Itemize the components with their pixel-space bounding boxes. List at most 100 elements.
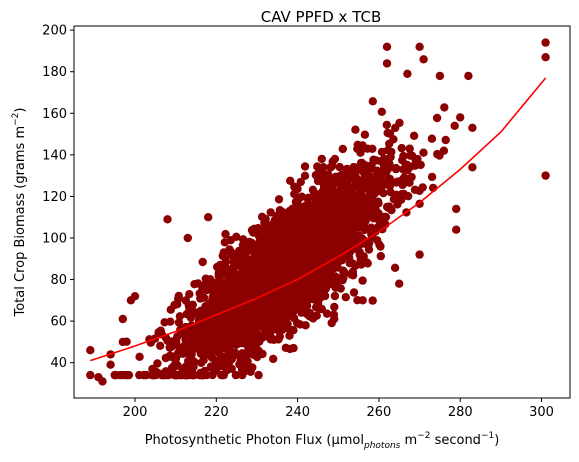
scatter-point: [299, 208, 308, 217]
scatter-point: [337, 185, 346, 194]
scatter-point: [319, 251, 329, 260]
scatter-point: [265, 249, 274, 258]
scatter-point: [348, 214, 357, 223]
scatter-point: [301, 321, 310, 330]
scatter-point: [541, 38, 550, 47]
plot-frame: [73, 25, 571, 399]
scatter-point: [391, 164, 401, 174]
scatter-point: [450, 121, 459, 130]
scatter-point: [321, 284, 330, 294]
y-tick-label: 60: [50, 315, 67, 330]
scatter-point: [296, 177, 305, 187]
scatter-point: [304, 193, 313, 202]
scatter-point: [278, 300, 287, 309]
scatter-point: [196, 349, 206, 359]
scatter-point: [234, 248, 243, 257]
scatter-point: [303, 310, 313, 319]
scatter-point: [218, 326, 227, 336]
scatter-point: [220, 238, 229, 247]
x-tick-label: 240: [285, 405, 310, 420]
scatter-point: [334, 274, 344, 284]
scatter-point: [392, 190, 401, 199]
scatter-point: [200, 306, 209, 315]
scatter-point: [367, 226, 377, 235]
scatter-point: [260, 258, 269, 268]
scatter-point: [173, 361, 182, 370]
x-axis-label-suffix: ): [494, 433, 499, 448]
scatter-point: [217, 361, 226, 371]
scatter-point: [153, 359, 162, 368]
scatter-point: [329, 261, 338, 271]
scatter-point: [399, 151, 408, 161]
scatter-point: [284, 264, 293, 273]
scatter-point: [235, 360, 244, 369]
scatter-point: [254, 244, 264, 254]
scatter-point: [393, 200, 402, 209]
scatter-point: [415, 250, 424, 259]
scatter-point: [185, 358, 195, 367]
scatter-point: [261, 320, 271, 329]
scatter-point: [222, 355, 231, 364]
scatter-point: [330, 302, 339, 312]
scatter-point: [217, 286, 226, 295]
scatter-point: [300, 162, 310, 171]
scatter-point: [368, 296, 377, 305]
scatter-point: [86, 370, 95, 380]
scatter-point: [200, 328, 209, 338]
scatter-point: [433, 149, 442, 159]
scatter-point: [427, 134, 437, 143]
x-axis-label-prefix: Photosynthetic Photon Flux (μmol: [145, 433, 364, 448]
scatter-point: [188, 300, 197, 309]
scatter-point: [174, 318, 184, 327]
scatter-point: [300, 238, 309, 248]
scatter-point: [190, 340, 200, 349]
scatter-point: [226, 297, 235, 307]
scatter-point: [267, 258, 276, 268]
scatter-point: [206, 275, 215, 284]
scatter-point: [323, 244, 333, 253]
scatter-point: [179, 349, 188, 358]
scatter-point: [308, 185, 318, 194]
scatter-point: [280, 243, 289, 252]
scatter-point: [271, 265, 280, 274]
scatter-point: [232, 232, 241, 241]
scatter-point: [300, 171, 310, 180]
scatter-point: [206, 350, 215, 359]
scatter-point: [330, 314, 339, 324]
scatter-point: [190, 280, 199, 289]
scatter-point: [220, 316, 229, 326]
x-axis-label-superscript-1: −2: [417, 431, 430, 441]
scatter-point: [148, 370, 158, 380]
scatter-point: [349, 288, 359, 297]
scatter-point: [468, 123, 477, 132]
scatter-point: [191, 308, 200, 318]
scatter-point: [350, 163, 359, 172]
scatter-point: [240, 324, 249, 334]
y-tick-label: 140: [42, 148, 67, 163]
scatter-point: [342, 219, 351, 228]
scatter-point: [401, 174, 411, 184]
scatter-point: [160, 318, 169, 327]
scatter-point: [297, 192, 306, 201]
scatter-point: [285, 331, 294, 340]
scatter-point: [204, 213, 213, 222]
scatter-points: [86, 38, 550, 386]
scatter-point: [317, 154, 326, 164]
scatter-point: [199, 370, 208, 380]
scatter-point: [300, 228, 310, 237]
y-axis-ticks: 40 60 80 100 120 140 160 180 200: [42, 24, 74, 371]
scatter-point: [274, 195, 284, 204]
scatter-point: [274, 326, 283, 335]
scatter-point: [385, 139, 394, 148]
scatter-point: [230, 269, 240, 278]
scatter-point: [399, 189, 408, 199]
scatter-point: [219, 248, 228, 257]
scatter-point: [391, 123, 400, 133]
scatter-point: [290, 251, 299, 260]
scatter-point: [382, 42, 392, 51]
scatter-point: [387, 205, 396, 215]
scatter-point: [385, 129, 395, 138]
scatter-point: [452, 225, 461, 234]
scatter-point: [238, 240, 248, 250]
